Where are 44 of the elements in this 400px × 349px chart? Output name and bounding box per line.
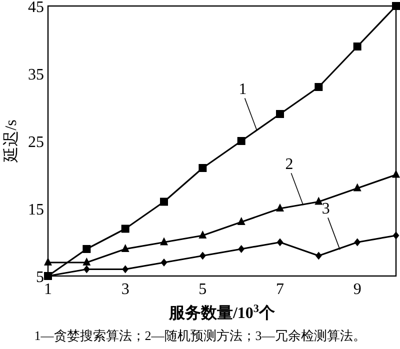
point	[276, 110, 284, 118]
point	[83, 265, 90, 274]
y-tick-label: 25	[28, 134, 44, 151]
x-tick-label: 7	[276, 281, 284, 298]
text: 1—贪婪搜索算法；2—随机预测方法；3—冗余检测算法。	[34, 328, 366, 343]
point	[237, 137, 246, 145]
point	[276, 204, 284, 212]
annotation: 1	[238, 81, 247, 98]
point	[82, 258, 91, 266]
point	[160, 237, 168, 246]
point	[237, 217, 246, 225]
point	[392, 170, 400, 178]
point	[82, 245, 91, 253]
point	[121, 224, 130, 233]
point	[392, 232, 400, 240]
x-tick-label: 9	[353, 281, 362, 298]
x-tick-label: 1	[44, 281, 52, 298]
point	[353, 42, 362, 50]
point	[314, 196, 323, 205]
annotation: 2	[285, 156, 294, 174]
point	[160, 258, 168, 266]
y-axis-title: 延迟/s	[2, 120, 20, 164]
point	[122, 265, 129, 274]
point	[121, 244, 130, 252]
point	[314, 83, 323, 91]
y-tick-label: 45	[28, 0, 44, 16]
y-tick-label: 35	[28, 66, 44, 84]
point	[199, 252, 206, 260]
point	[276, 238, 284, 246]
annotation: 3	[322, 200, 330, 218]
x-tick-label: 3	[121, 281, 130, 298]
point	[44, 258, 52, 266]
point	[354, 238, 361, 246]
point	[315, 252, 322, 260]
point	[238, 245, 245, 253]
point	[392, 2, 400, 10]
x-axis-title: 服务数量/10$^{3}$个	[168, 303, 276, 322]
y-tick-label: 15	[28, 202, 44, 218]
point	[198, 230, 207, 238]
x-tick-label: 5	[198, 281, 207, 298]
point	[160, 198, 168, 206]
y-tick-label: 5	[36, 269, 44, 286]
point	[198, 164, 207, 172]
point	[353, 183, 362, 192]
